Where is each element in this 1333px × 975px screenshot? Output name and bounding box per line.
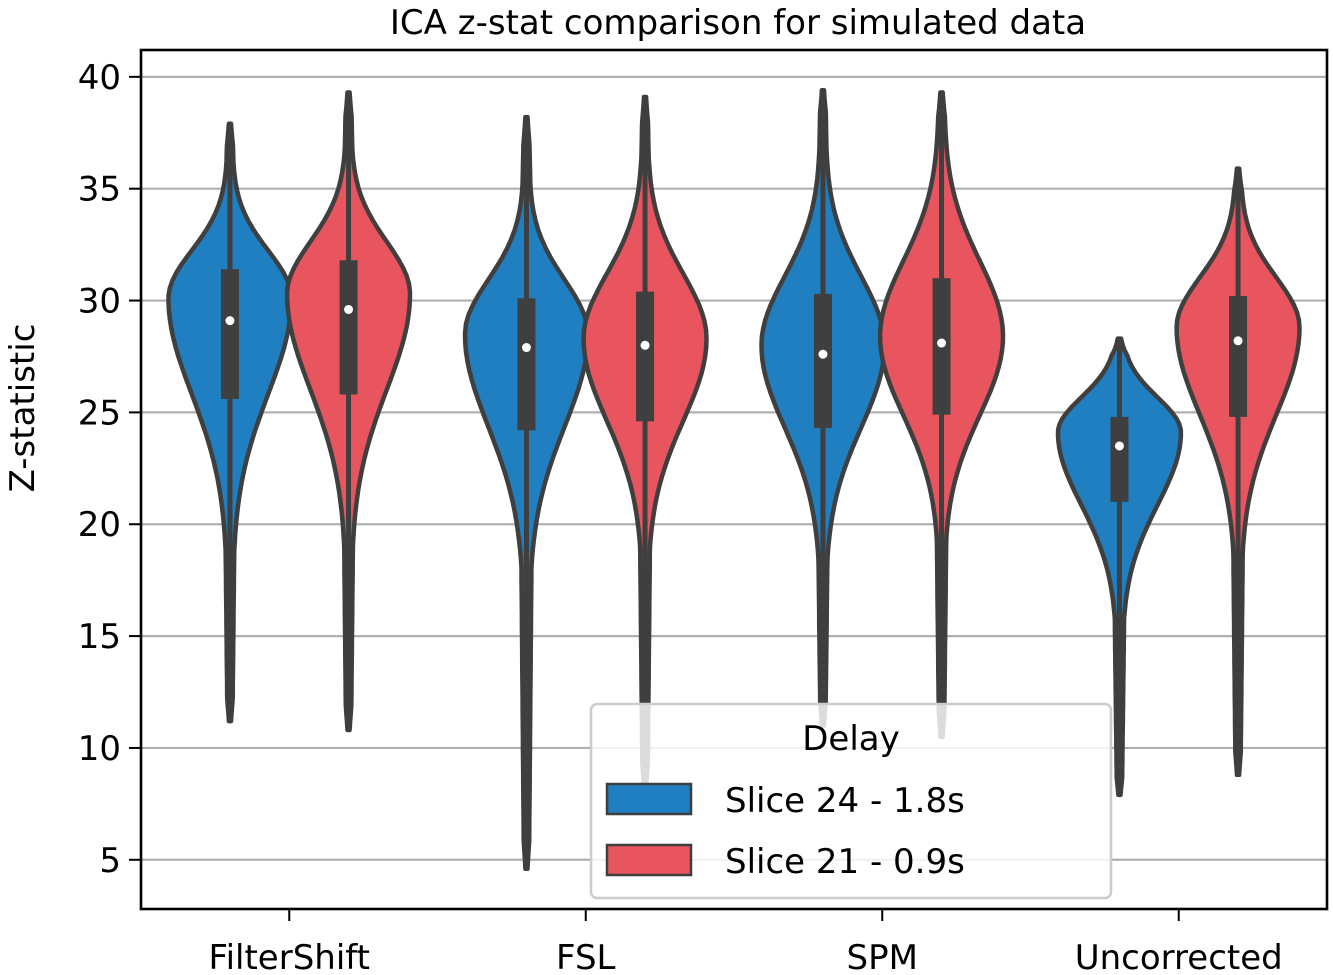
plot-frame	[139, 48, 1329, 911]
violin-slice-21-0-9s-filtershift	[284, 90, 413, 733]
iqr-box	[220, 269, 239, 399]
violin-slice-24-1-8s-spm	[759, 88, 887, 728]
median-point	[818, 349, 828, 359]
y-axis-label: Z-statistic	[3, 324, 43, 493]
y-tick-label: 10	[78, 729, 121, 769]
y-tick-label: 20	[78, 505, 121, 545]
chart-title: ICA z-stat comparison for simulated data	[390, 3, 1086, 43]
median-point	[225, 316, 235, 326]
legend-title: Delay	[802, 719, 900, 759]
violin-slice-24-1-8s-fsl	[462, 114, 591, 871]
x-tick-label: Uncorrected	[1075, 938, 1283, 975]
median-point	[937, 338, 947, 348]
violin-slice-24-1-8s-filtershift	[166, 121, 294, 724]
y-tick-label: 15	[78, 617, 121, 657]
legend-label: Slice 24 - 1.8s	[725, 781, 965, 821]
x-tick-label: FilterShift	[209, 938, 370, 975]
violins	[166, 88, 1302, 871]
median-point	[344, 304, 354, 314]
iqr-box	[339, 260, 358, 395]
median-point	[640, 340, 650, 350]
axes: 5 10 15 20 25 30 35 40 FilterShift FSL SPM Uncorrec…	[78, 48, 1329, 975]
violin-slice-21-0-9s-uncorrected	[1174, 166, 1302, 778]
legend-label: Slice 21 - 0.9s	[725, 842, 965, 882]
violin-slice-21-0-9s-spm	[877, 90, 1006, 740]
x-tick-label: SPM	[847, 938, 918, 975]
iqr-box	[517, 298, 536, 431]
y-tick-label: 40	[78, 58, 121, 98]
median-point	[1114, 441, 1124, 451]
legend-swatch	[605, 782, 693, 816]
y-tick-label: 35	[78, 170, 121, 210]
violin-slice-21-0-9s-fsl	[581, 94, 709, 791]
median-point	[521, 343, 531, 353]
violin-slice-24-1-8s-uncorrected	[1055, 336, 1184, 798]
median-point	[1233, 336, 1243, 346]
legend: Delay Slice 24 - 1.8s Slice 21 - 0.9s	[589, 702, 1113, 900]
iqr-box	[813, 293, 832, 429]
y-tick-label: 25	[78, 393, 121, 433]
y-tick-label: 5	[99, 841, 121, 881]
iqr-box	[1110, 416, 1129, 502]
legend-box	[589, 702, 1113, 900]
x-tick-label: FSL	[556, 938, 616, 975]
legend-swatch	[605, 843, 693, 877]
iqr-box	[1229, 296, 1248, 417]
iqr-box	[636, 291, 655, 422]
y-tick-label: 30	[78, 282, 121, 322]
